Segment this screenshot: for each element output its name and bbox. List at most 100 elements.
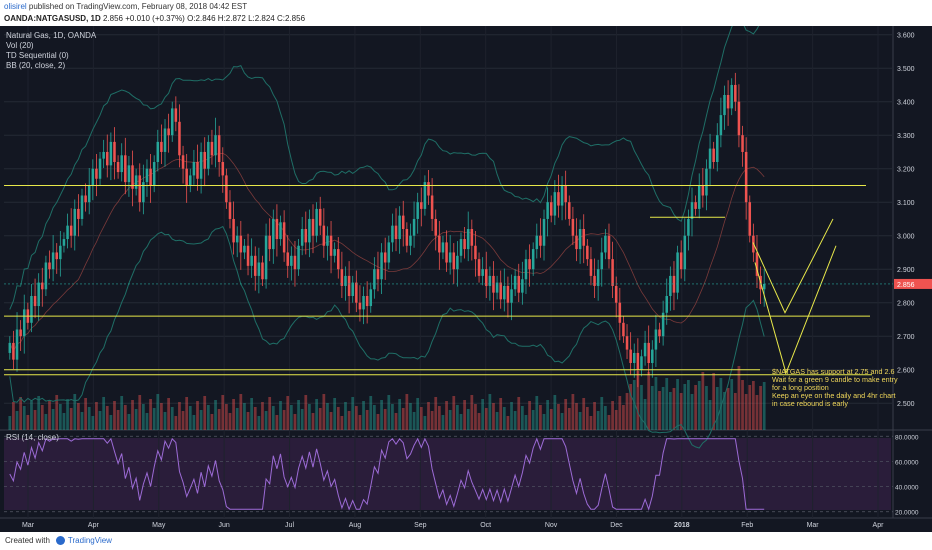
- candle-body: [282, 222, 286, 253]
- volume-bar: [401, 408, 405, 430]
- candle-body: [170, 108, 174, 136]
- time-tick-label: Jul: [285, 522, 294, 529]
- candle-body: [474, 245, 477, 260]
- volume-bar: [564, 399, 568, 430]
- volume-bar: [658, 391, 661, 430]
- candle-body: [744, 151, 748, 203]
- volume-bar: [73, 394, 77, 430]
- volume-bar: [618, 396, 622, 430]
- candle-body: [484, 269, 488, 286]
- candle-body: [326, 235, 329, 246]
- candle-body: [564, 185, 567, 203]
- high-value: H:2.872: [217, 14, 246, 23]
- candle-body: [542, 218, 546, 246]
- author-link[interactable]: olisirel: [4, 2, 27, 11]
- open-value: O:2.846: [187, 14, 216, 23]
- candle-body: [116, 162, 120, 173]
- volume-bar: [282, 410, 286, 430]
- time-tick-label: Apr: [88, 522, 100, 529]
- candle-body: [253, 255, 257, 276]
- volume-bar: [217, 409, 221, 430]
- candle-body: [66, 225, 69, 240]
- candle-body: [124, 155, 127, 183]
- time-tick-label: Dec: [610, 522, 623, 529]
- volume-bar: [499, 398, 503, 430]
- volume-bar: [362, 401, 365, 430]
- bollinger-upper: [9, 26, 760, 310]
- candle-body: [373, 269, 376, 290]
- volume-bar: [452, 396, 456, 430]
- candle-body: [300, 229, 304, 246]
- candle-body: [340, 269, 344, 286]
- candle-body: [178, 121, 181, 156]
- volume-bar: [477, 413, 481, 430]
- candle-body: [420, 202, 423, 209]
- volume-bar: [751, 381, 755, 430]
- candle-body: [279, 222, 282, 240]
- publish-line: olisirel published on TradingView.com, F…: [4, 2, 247, 11]
- volume-bar: [12, 402, 15, 430]
- candle-body: [557, 192, 560, 206]
- candle-body: [51, 252, 55, 270]
- volume-bar: [44, 414, 48, 430]
- candle-body: [304, 229, 308, 243]
- tradingview-logo-icon: [55, 536, 65, 546]
- volume-bar: [387, 395, 391, 430]
- legend-rsi[interactable]: RSI (14, close): [6, 433, 59, 442]
- candle-body: [152, 162, 156, 186]
- candle-body: [48, 262, 51, 270]
- volume-bar: [149, 399, 152, 430]
- candle-body: [311, 218, 315, 236]
- legend-bb[interactable]: BB (20, close, 2): [6, 61, 66, 70]
- candle-body: [142, 182, 145, 203]
- volume-bar: [340, 416, 344, 430]
- candle-body: [398, 215, 401, 240]
- volume-bar: [289, 405, 293, 430]
- candle-body: [571, 218, 575, 236]
- candle-body: [618, 302, 622, 323]
- candle-body: [405, 229, 409, 246]
- volume-bar: [322, 394, 326, 430]
- candle-body: [344, 275, 347, 286]
- candle-body: [712, 148, 715, 162]
- volume-bar: [178, 402, 181, 430]
- volume-bar: [22, 406, 26, 430]
- volume-bar: [427, 402, 430, 430]
- legend-td[interactable]: TD Sequential (0): [6, 51, 69, 60]
- candle-body: [654, 329, 658, 350]
- volume-bar: [484, 408, 488, 430]
- volume-bar: [329, 412, 333, 430]
- volume-bar: [726, 388, 730, 430]
- candle-body: [466, 229, 470, 250]
- candle-body: [575, 235, 578, 250]
- candle-body: [217, 135, 221, 162]
- footer-brand[interactable]: TradingView: [67, 536, 112, 545]
- volume-bar: [708, 400, 712, 430]
- note-line-1: $NATGAS has support at 2.75 and 2.6: [772, 367, 895, 376]
- legend-vol[interactable]: Vol (20): [6, 41, 34, 50]
- volume-bar: [170, 407, 174, 430]
- chart-canvas[interactable]: 3.600 3.500 3.400 3.300 3.200 3.100 3.000 2.900…: [0, 26, 932, 532]
- volume-bar: [300, 409, 304, 430]
- last-price: 2.856: [102, 14, 124, 23]
- volume-bar: [228, 413, 232, 430]
- candle-body: [622, 322, 625, 337]
- candle-body: [539, 235, 542, 246]
- candle-body: [275, 218, 279, 240]
- volume-bar: [672, 388, 676, 430]
- volume-bar: [600, 397, 604, 430]
- volume-bar: [264, 411, 268, 430]
- volume-bar: [138, 395, 142, 430]
- volume-bar: [91, 416, 95, 430]
- time-tick-label: May: [152, 522, 166, 529]
- candle-body: [225, 175, 228, 203]
- volume-bar: [365, 410, 369, 430]
- candle-body: [430, 195, 434, 219]
- volume-bar: [589, 416, 593, 430]
- note-line-2: Wait for a green 9 candle to make entry: [772, 375, 898, 384]
- volume-bar: [174, 416, 178, 430]
- volume-bar: [30, 401, 33, 430]
- candle-body: [337, 249, 340, 270]
- candle-body: [409, 235, 412, 246]
- volume-bar: [549, 409, 553, 430]
